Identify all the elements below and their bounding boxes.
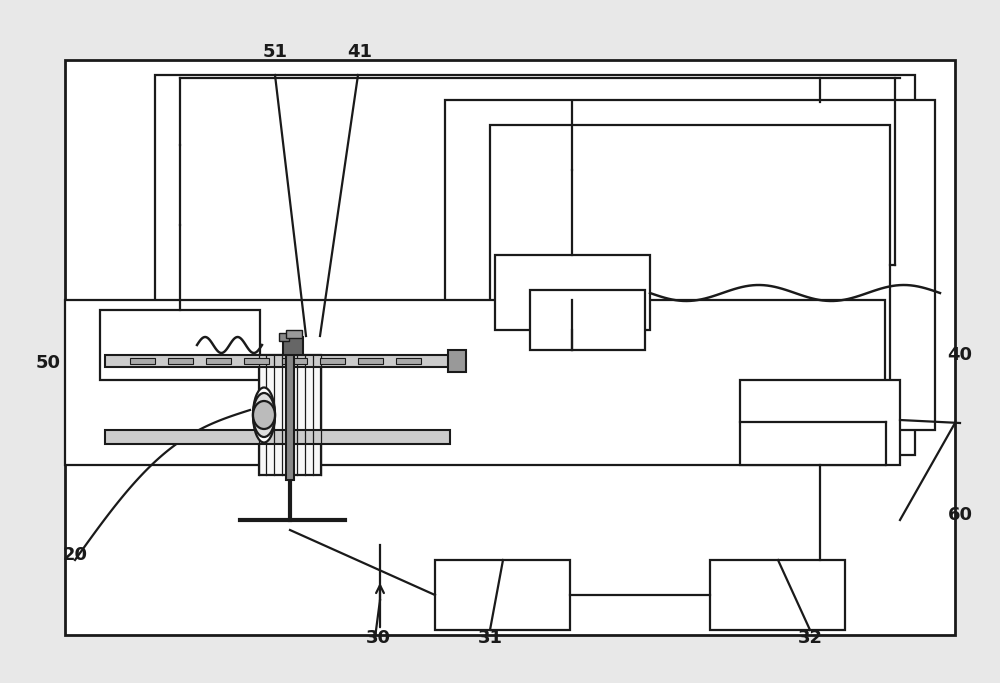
Bar: [279, 333, 289, 341]
Bar: [244, 358, 269, 364]
Ellipse shape: [253, 393, 275, 437]
Bar: [65, 60, 955, 635]
Text: 60: 60: [948, 506, 972, 524]
Text: 32: 32: [798, 629, 822, 647]
Text: 40: 40: [948, 346, 972, 364]
Bar: [286, 330, 302, 338]
Ellipse shape: [253, 401, 275, 429]
Bar: [435, 560, 570, 630]
Text: 31: 31: [478, 629, 503, 647]
Bar: [168, 358, 193, 364]
Bar: [105, 355, 450, 367]
Ellipse shape: [253, 387, 275, 443]
Bar: [495, 255, 650, 330]
Bar: [155, 75, 915, 455]
Bar: [320, 358, 345, 364]
Bar: [105, 430, 450, 444]
Bar: [448, 350, 466, 372]
Text: 51: 51: [262, 43, 288, 61]
Bar: [396, 358, 421, 364]
Bar: [286, 350, 294, 480]
Text: 41: 41: [348, 43, 372, 61]
Text: 20: 20: [62, 546, 88, 564]
Bar: [100, 310, 260, 380]
Text: 30: 30: [366, 629, 390, 647]
Bar: [445, 100, 935, 430]
Bar: [282, 358, 307, 364]
Bar: [530, 290, 645, 350]
Bar: [65, 300, 885, 465]
Text: 50: 50: [36, 354, 60, 372]
Bar: [206, 358, 231, 364]
Bar: [130, 358, 155, 364]
Bar: [259, 355, 321, 475]
Bar: [490, 125, 890, 395]
Bar: [283, 337, 303, 355]
Bar: [710, 560, 845, 630]
Bar: [740, 380, 900, 465]
Bar: [358, 358, 383, 364]
